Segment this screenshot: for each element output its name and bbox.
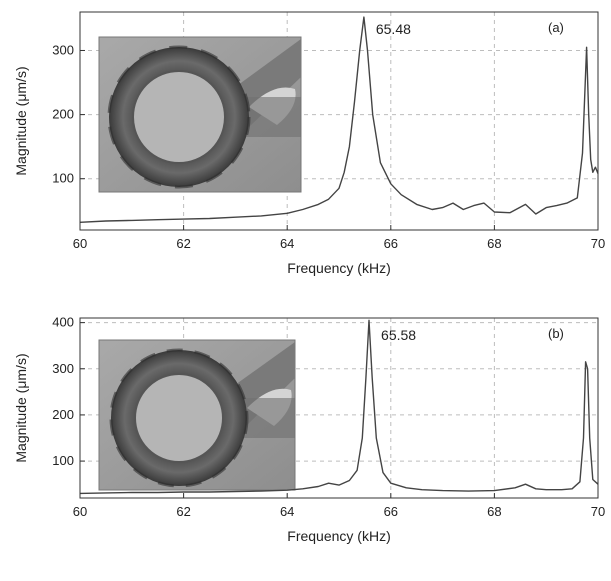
chart-panel-b: 60 62 64 66 68 70 100 200 300 400 65.58 (b) Frequ… [13,315,605,544]
series-line-a [79,16,599,223]
y-axis-label-a: Magnitude (μm/s) [13,66,29,175]
inset-photo-a [98,36,302,193]
series-line-b [79,319,599,495]
x-tick-label: 68 [487,504,501,519]
panel-label-a: (a) [548,20,564,35]
y-tick-label: 300 [52,42,74,57]
y-tick-label: 100 [52,453,74,468]
panel-label-b: (b) [548,326,564,341]
axes-a: 60 62 64 66 68 70 100 200 300 [52,11,605,251]
x-tick-label: 64 [280,236,294,251]
x-tick-label: 60 [73,504,87,519]
y-tick-label: 200 [52,407,74,422]
axes-b: 60 62 64 66 68 70 100 200 300 400 [52,315,605,519]
peak-annotation-a: 65.48 [376,21,411,37]
x-tick-label: 70 [591,236,605,251]
y-axis-label-b: Magnitude (μm/s) [13,353,29,462]
y-tick-label: 100 [52,171,74,186]
peak-annotation-b: 65.58 [381,327,416,343]
y-tick-label: 300 [52,361,74,376]
y-tick-label: 400 [52,315,74,330]
x-tick-label: 60 [73,236,87,251]
series-line [79,16,599,223]
plot-frame [79,11,599,231]
plot-frame [79,317,599,499]
x-axis-label-a: Frequency (kHz) [287,260,390,276]
y-tick-label: 200 [52,107,74,122]
chart-panel-a: 60 62 64 66 68 70 100 200 300 65.48 (a) Frequenc… [13,11,605,276]
x-tick-label: 62 [176,504,190,519]
x-tick-label: 70 [591,504,605,519]
series-line [79,319,599,495]
x-axis-label-b: Frequency (kHz) [287,528,390,544]
x-tick-label: 66 [384,236,398,251]
x-tick-label: 64 [280,504,294,519]
inset-photo-b [98,339,296,491]
grid-a [80,12,598,230]
x-tick-label: 68 [487,236,501,251]
x-tick-label: 62 [176,236,190,251]
x-tick-label: 66 [384,504,398,519]
